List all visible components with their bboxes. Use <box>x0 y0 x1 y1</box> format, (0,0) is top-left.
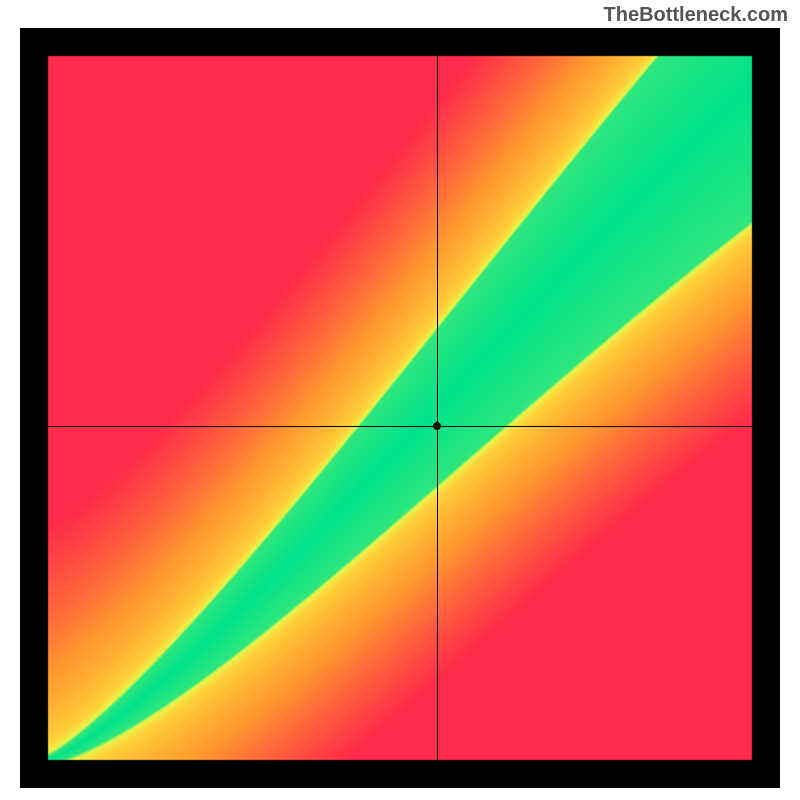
crosshair-vertical <box>437 56 438 760</box>
bottleneck-heatmap <box>20 28 780 788</box>
attribution-text: TheBottleneck.com <box>604 4 788 27</box>
crosshair-marker <box>433 422 441 430</box>
crosshair-horizontal <box>48 426 752 427</box>
heatmap-canvas <box>20 28 780 788</box>
